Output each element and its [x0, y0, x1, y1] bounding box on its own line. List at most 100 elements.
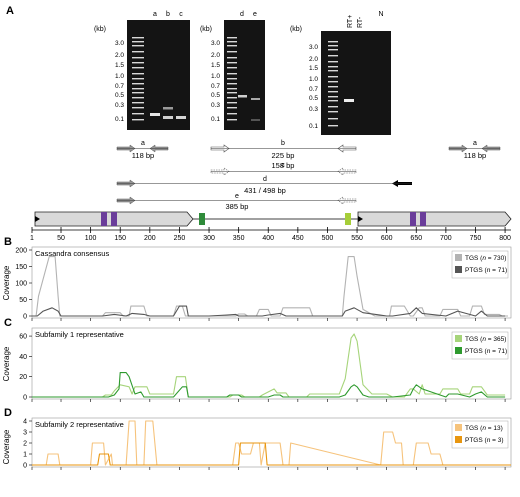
- amplicon-e-letter: e: [235, 193, 239, 200]
- gel-2-lane-d: d: [240, 11, 244, 18]
- y-tick-label: 150: [15, 264, 27, 271]
- y-tick-label: 0: [23, 314, 27, 321]
- box-motif: [420, 212, 426, 226]
- gel-2-ladder-label: 1.5: [211, 62, 220, 69]
- legend-label-ptgs: PTGS (n = 71): [465, 267, 507, 274]
- gel-3-lane-n: N: [378, 11, 383, 18]
- gel-3-ladder-label: 2.0: [309, 56, 318, 63]
- gel-2-ladder-labels: 3.0 2.0 1.5 1.0 0.7 0.5 0.3 0.1: [211, 40, 220, 123]
- amplicon-c: c 158 bp: [210, 161, 357, 176]
- box-motif: [410, 212, 416, 226]
- legend-swatch-ptgs: [455, 266, 462, 273]
- series-line-ptgs: [32, 305, 506, 317]
- ruler-tick-label: 50: [57, 235, 65, 242]
- ppt-box: [345, 213, 351, 225]
- gel-2-ladder-bands: [227, 37, 237, 121]
- ruler-tick-label: 600: [381, 235, 393, 242]
- gel-3-lane-rt-minus: RT-: [357, 16, 364, 28]
- panel-d-letter: D: [4, 407, 12, 419]
- gel-1-band-c: [176, 116, 186, 119]
- panel-d-series: [32, 420, 511, 466]
- legend-swatch-tgs: [455, 335, 462, 342]
- ruler-tick-label: 550: [351, 235, 363, 242]
- y-tick-label: 0: [23, 463, 27, 470]
- gel-1-ladder-label: 2.0: [115, 52, 124, 59]
- panel-c-ylabel: Coverage: [2, 346, 11, 381]
- element-schematic: [34, 211, 512, 227]
- gel-1-ladder-label: 0.5: [115, 92, 124, 99]
- gel-1-lane-c: c: [179, 11, 183, 18]
- gel-3-ladder-label: 1.0: [309, 76, 318, 83]
- legend-label-ptgs: PTGS (n = 71): [465, 348, 507, 355]
- ruler-ticks: 1 50 100 150 200 250 300 350 400 450 500 550 600 650 7…: [30, 227, 511, 242]
- gel-1-ladder-bands: [132, 37, 144, 121]
- box-motif: [101, 212, 107, 226]
- panel-d-legend: TGS (n = 13) PTGS (n = 3): [451, 420, 509, 449]
- panel-b: B Coverage Cassandra consensus 050100150…: [2, 236, 512, 321]
- gel-1-ladder-label: 0.1: [115, 116, 124, 123]
- y-tick-label: 2: [23, 441, 27, 448]
- amplicon-a-size: 118 bp: [464, 151, 486, 160]
- ruler-tick-label: 300: [203, 235, 215, 242]
- gel-1-lane-a: a: [153, 11, 157, 18]
- y-tick-label: 3: [23, 430, 27, 437]
- gel-3-ladder-label: 1.5: [309, 65, 318, 72]
- amplicon-a-right: a 118 bp: [448, 140, 501, 160]
- legend-swatch-ptgs: [455, 347, 462, 354]
- gel-1-ladder-label: 1.0: [115, 73, 124, 80]
- amplicon-d-size: 431 / 498 bp: [244, 186, 286, 195]
- amplicon-diagram: a 118 bp b 225 bp c 158 bp d 431 / 498 b…: [116, 140, 501, 211]
- amplicon-b-size: 225 bp: [272, 151, 295, 160]
- amplicon-d: d 431 / 498 bp: [116, 176, 412, 195]
- legend-label-tgs: TGS (n = 730): [465, 255, 506, 262]
- y-tick-label: 200: [15, 248, 27, 255]
- panel-c-title: Subfamily 1 representative: [35, 330, 124, 339]
- panel-c-yaxis: 0 20 40 60: [19, 334, 506, 402]
- box-motif: [111, 212, 117, 226]
- series-line-ptgs: [32, 442, 511, 466]
- ruler-tick-label: 800: [499, 235, 511, 242]
- y-tick-label: 4: [23, 419, 27, 426]
- gel-2-ladder-label: 0.3: [211, 102, 220, 109]
- ltr-start-marker: [358, 216, 363, 222]
- panel-c: C Coverage Subfamily 1 representative 0 2…: [2, 317, 512, 402]
- gel-2-ladder-label: 0.1: [211, 116, 220, 123]
- y-tick-label: 60: [19, 334, 27, 341]
- gel-1-ladder-label: 0.3: [115, 102, 124, 109]
- panel-d-title: Subfamily 2 representative: [35, 420, 124, 429]
- gel-3: (kb) RT+ RT- N 3.0 2.0 1.5 1.0 0.7 0.5 0…: [290, 11, 391, 135]
- ruler-tick-label: 400: [262, 235, 274, 242]
- gel-2-kb-label: (kb): [200, 26, 212, 33]
- gel-3-ladder-labels: 3.0 2.0 1.5 1.0 0.7 0.5 0.3 0.1: [309, 44, 318, 130]
- amplicon-c-size: 158 bp: [272, 161, 295, 170]
- ruler-tick-label: 150: [114, 235, 126, 242]
- gel-1-ladder-labels: 3.0 2.0 1.5 1.0 0.7 0.5 0.3 0.1: [115, 40, 124, 123]
- series-line-ptgs: [32, 372, 506, 398]
- gel-2-lane-e: e: [253, 11, 257, 18]
- y-tick-label: 20: [19, 374, 27, 381]
- ruler-tick-label: 650: [410, 235, 422, 242]
- panel-b-ylabel: Coverage: [2, 265, 11, 300]
- legend-swatch-ptgs: [455, 436, 462, 443]
- series-line-tgs: [32, 333, 506, 398]
- panel-c-legend: TGS (n = 365) PTGS (n = 71): [451, 331, 509, 360]
- panel-d-yaxis: 0 1 2 3 4: [23, 419, 506, 470]
- gel-2-band-e: [251, 98, 260, 100]
- panel-c-letter: C: [4, 317, 12, 329]
- panel-c-frame: [31, 327, 512, 400]
- gel-1-band-b: [163, 107, 173, 110]
- legend-label-tgs: TGS (n = 365): [465, 336, 506, 343]
- panel-b-frame: [31, 246, 512, 319]
- y-tick-label: 1: [23, 452, 27, 459]
- panel-a-letter: A: [6, 5, 14, 17]
- gel-1-ladder-label: 1.5: [115, 62, 124, 69]
- gel-2-ladder-label: 3.0: [211, 40, 220, 47]
- ruler-tick-label: 750: [470, 235, 482, 242]
- gel-3-kb-label: (kb): [290, 26, 302, 33]
- amplicon-b: b 225 bp: [210, 140, 357, 160]
- legend-swatch-tgs: [455, 254, 462, 261]
- y-tick-label: 40: [19, 354, 27, 361]
- gel-1-ladder-label: 0.7: [115, 83, 124, 90]
- panel-c-series: [32, 333, 506, 398]
- y-tick-label: 100: [15, 281, 27, 288]
